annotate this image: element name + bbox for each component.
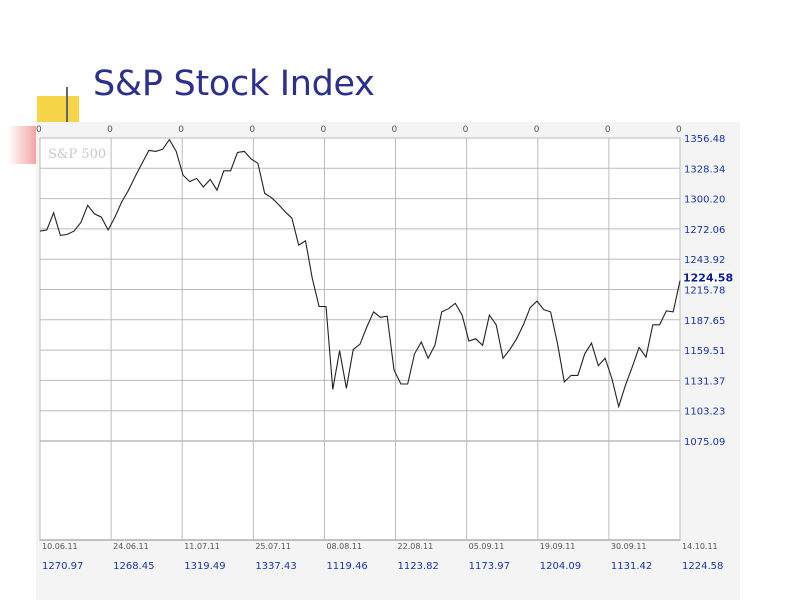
y-tick-label: 1328.34 bbox=[684, 164, 725, 175]
y-tick-label: 1215.78 bbox=[684, 286, 725, 297]
series-line bbox=[39, 138, 681, 409]
x-date-label: 30.09.11 bbox=[611, 542, 647, 551]
y-tick-label: 1187.65 bbox=[684, 316, 725, 327]
x-date-label: 14.10.11 bbox=[682, 542, 718, 551]
x-date-label: 08.08.11 bbox=[326, 542, 362, 551]
sp500-line-chart: 1356.48 1328.34 1300.20 1272.06 1243.92 1215.… bbox=[36, 122, 740, 600]
y-tick-label: 1300.20 bbox=[684, 195, 725, 206]
x-value-label: 1123.82 bbox=[398, 561, 439, 572]
top-axis-label: 0 bbox=[392, 125, 398, 135]
x-value-label: 1204.09 bbox=[540, 561, 581, 572]
x-date-label: 11.07.11 bbox=[184, 542, 220, 551]
top-axis-label: 0 bbox=[320, 125, 326, 135]
chart-watermark: S&P 500 bbox=[48, 147, 106, 162]
top-axis-label: 0 bbox=[676, 125, 682, 135]
slide-title: S&P Stock Index bbox=[93, 64, 375, 104]
top-axis-label: 0 bbox=[249, 125, 255, 135]
x-value-label: 1173.97 bbox=[469, 561, 510, 572]
x-value-label: 1270.97 bbox=[42, 561, 83, 572]
top-axis-label: 0 bbox=[178, 125, 184, 135]
y-tick-label: 1103.23 bbox=[684, 407, 725, 418]
y-tick-label: 1075.09 bbox=[684, 437, 725, 448]
x-value-label: 1337.43 bbox=[255, 561, 296, 572]
top-axis-label: 0 bbox=[534, 125, 540, 135]
y-tick-label: 1131.37 bbox=[684, 376, 725, 387]
y-tick-label: 1272.06 bbox=[684, 225, 725, 236]
x-date-label: 19.09.11 bbox=[540, 542, 576, 551]
y-tick-label: 1243.92 bbox=[684, 255, 725, 266]
x-date-label: 22.08.11 bbox=[398, 542, 434, 551]
x-date-label: 05.09.11 bbox=[469, 542, 505, 551]
x-value-label: 1224.58 bbox=[682, 561, 723, 572]
x-date-label: 25.07.11 bbox=[255, 542, 291, 551]
y-tick-label: 1159.51 bbox=[684, 346, 725, 357]
x-value-label: 1319.49 bbox=[184, 561, 225, 572]
top-axis-label: 0 bbox=[107, 125, 113, 135]
last-value-bg bbox=[681, 271, 731, 284]
top-axis-label: 0 bbox=[463, 125, 469, 135]
x-date-label: 10.06.11 bbox=[42, 542, 78, 551]
x-date-label: 24.06.11 bbox=[113, 542, 149, 551]
last-value-label: 1224.58 bbox=[683, 272, 733, 285]
decorative-bullet-bar bbox=[66, 87, 68, 125]
x-value-label: 1131.42 bbox=[611, 561, 652, 572]
top-axis-label: 0 bbox=[36, 125, 42, 135]
x-value-label: 1268.45 bbox=[113, 561, 154, 572]
top-axis-label: 0 bbox=[605, 125, 611, 135]
x-value-label: 1119.46 bbox=[326, 561, 367, 572]
y-tick-label: 1356.48 bbox=[684, 134, 725, 145]
